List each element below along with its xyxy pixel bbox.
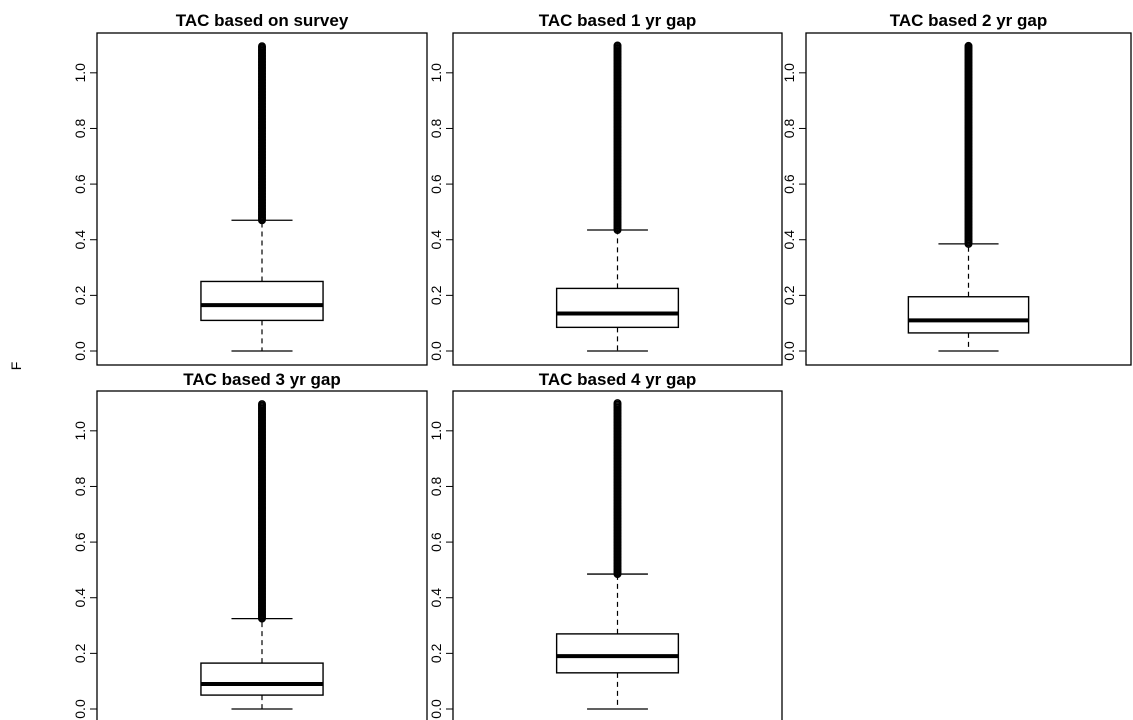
y-tick-label: 0.6 <box>72 174 88 194</box>
y-tick-label: 0.8 <box>428 119 444 139</box>
iqr-box <box>555 287 680 329</box>
outlier-point <box>257 42 266 51</box>
y-tick-label: 0.0 <box>781 341 797 361</box>
y-tick-label: 0.0 <box>428 699 444 719</box>
outlier-point <box>257 400 266 409</box>
boxplot-panel-4: TAC based 3 yr gap 0.0 0.2 0.4 0.6 0.8 1.0 <box>72 370 428 720</box>
boxplot-panel-3: TAC based 2 yr gap 0.0 0.2 0.4 0.6 0.8 1.0 <box>781 11 1132 366</box>
boxplot-panel-2: TAC based 1 yr gap 0.0 0.2 0.4 0.6 0.8 1.0 <box>428 11 783 366</box>
y-tick-label: 0.2 <box>72 643 88 663</box>
iqr-box <box>555 633 680 674</box>
y-tick-label: 0.4 <box>72 230 88 250</box>
y-tick-label: 0.0 <box>72 699 88 719</box>
y-tick-label: 0.2 <box>428 285 444 305</box>
y-tick-label: 1.0 <box>428 63 444 83</box>
y-tick-label: 0.6 <box>428 532 444 552</box>
y-tick-label: 0.8 <box>72 477 88 497</box>
outlier-points <box>257 42 266 225</box>
boxplot-panel-1: TAC based on survey 0.0 0.2 0.4 0.6 0.8 1.0 <box>72 11 428 366</box>
y-tick-label: 1.0 <box>72 63 88 83</box>
y-tick-label: 0.8 <box>428 477 444 497</box>
outlier-points <box>257 400 266 623</box>
panel-title: TAC based on survey <box>176 11 349 30</box>
panel-title: TAC based 2 yr gap <box>890 11 1047 30</box>
y-axis-label: F <box>8 362 24 371</box>
outlier-points <box>613 399 622 579</box>
y-tick-label: 0.8 <box>781 119 797 139</box>
y-tick-label: 0.0 <box>72 341 88 361</box>
panel-title: TAC based 4 yr gap <box>539 370 696 389</box>
y-tick-label: 0.4 <box>72 588 88 608</box>
iqr-box <box>200 662 324 696</box>
panel-title: TAC based 3 yr gap <box>183 370 340 389</box>
y-tick-label: 0.4 <box>781 230 797 250</box>
y-tick-label: 0.0 <box>428 341 444 361</box>
boxplot-panel-5: TAC based 4 yr gap 0.0 0.2 0.4 0.6 0.8 1.0 <box>428 370 783 720</box>
y-tick-label: 0.2 <box>781 285 797 305</box>
iqr-box <box>907 296 1030 334</box>
y-tick-label: 0.4 <box>428 230 444 250</box>
y-tick-label: 1.0 <box>72 421 88 441</box>
y-tick-label: 0.4 <box>428 588 444 608</box>
panel-title: TAC based 1 yr gap <box>539 11 696 30</box>
y-tick-label: 0.6 <box>72 532 88 552</box>
y-tick-label: 1.0 <box>781 63 797 83</box>
outlier-points <box>964 41 973 248</box>
iqr-box <box>200 280 324 322</box>
y-tick-label: 0.8 <box>72 119 88 139</box>
outlier-points <box>613 41 622 234</box>
outlier-point <box>613 399 622 408</box>
y-tick-label: 0.6 <box>428 174 444 194</box>
outlier-point <box>964 41 973 50</box>
y-tick-label: 1.0 <box>428 421 444 441</box>
y-tick-label: 0.6 <box>781 174 797 194</box>
y-tick-label: 0.2 <box>72 285 88 305</box>
outlier-point <box>613 41 622 50</box>
y-tick-label: 0.2 <box>428 643 444 663</box>
